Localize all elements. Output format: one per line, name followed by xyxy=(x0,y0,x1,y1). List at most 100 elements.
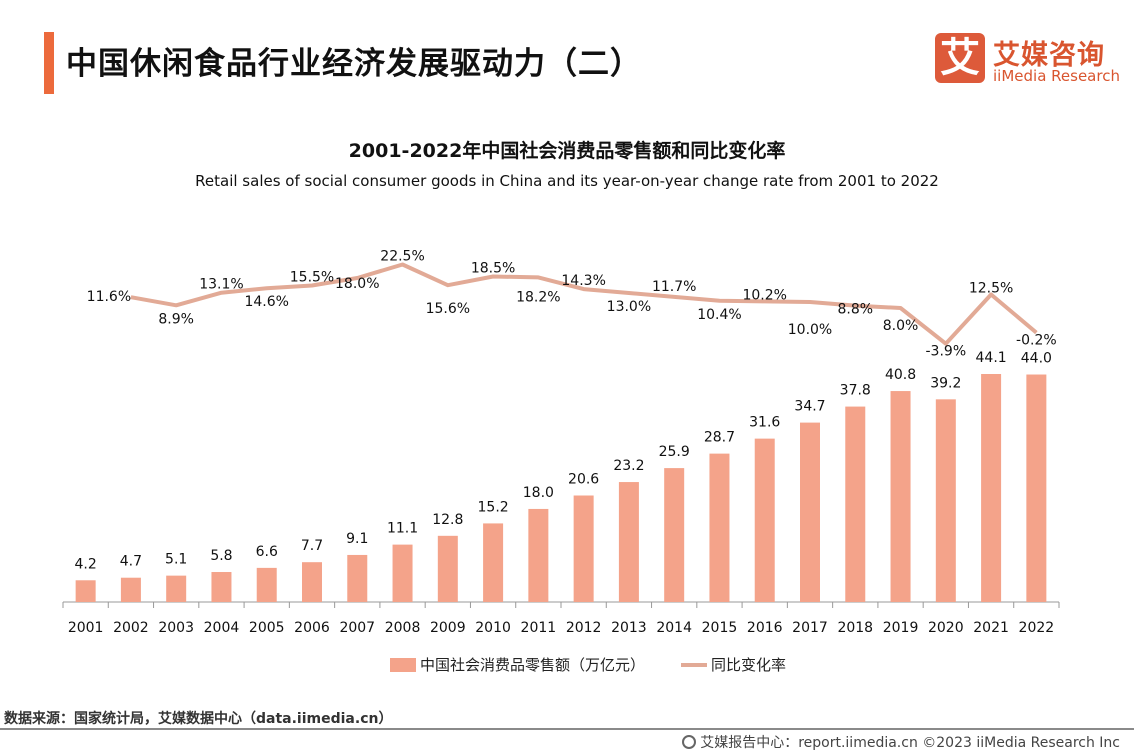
bar-2011 xyxy=(528,508,549,602)
x-tick-label: 2003 xyxy=(158,620,194,636)
yoy-value-label: 12.5% xyxy=(969,281,1013,297)
bar-value-label: 5.1 xyxy=(165,552,187,568)
bar-value-label: 4.2 xyxy=(75,556,97,572)
x-tick-label: 2013 xyxy=(611,620,647,636)
x-tick-label: 2008 xyxy=(385,620,421,636)
title-accent-bar xyxy=(44,32,54,94)
bar-value-label: 12.8 xyxy=(432,512,463,528)
x-tick-label: 2020 xyxy=(928,620,964,636)
bar-value-label: 40.8 xyxy=(885,367,916,383)
x-tick-label: 2002 xyxy=(113,620,149,636)
bar-2001 xyxy=(75,580,96,602)
yoy-value-label: 14.3% xyxy=(561,273,605,289)
bar-2016 xyxy=(754,438,775,602)
logo-mark-icon: 艾 xyxy=(935,33,985,83)
x-tick-label: 2021 xyxy=(973,620,1009,636)
bar-2007 xyxy=(347,554,368,602)
bar-2010 xyxy=(483,523,504,602)
bar-2018 xyxy=(845,406,866,602)
yoy-value-label: 18.5% xyxy=(471,261,515,277)
x-tick-label: 2012 xyxy=(566,620,602,636)
bar-2017 xyxy=(800,422,820,602)
yoy-value-label: 11.7% xyxy=(652,279,696,295)
legend-bar-swatch xyxy=(390,657,416,672)
bar-2013 xyxy=(618,482,639,602)
x-tick-label: 2018 xyxy=(837,620,873,636)
logo-cn-text: 艾媒咨询 xyxy=(993,40,1105,71)
x-tick-label: 2016 xyxy=(747,620,783,636)
x-tick-label: 2014 xyxy=(656,620,692,636)
bar-2002 xyxy=(120,577,141,602)
x-tick-label: 2011 xyxy=(521,620,557,636)
yoy-value-label: -3.9% xyxy=(926,344,967,360)
yoy-value-label: 10.0% xyxy=(788,322,832,338)
bar-2003 xyxy=(166,575,187,602)
globe-icon xyxy=(682,735,697,749)
x-tick-label: 2005 xyxy=(249,620,285,636)
bar-2009 xyxy=(437,535,458,602)
legend-line-swatch xyxy=(681,662,708,667)
x-tick-label: 2019 xyxy=(883,620,919,636)
chart-title: 2001-2022年中国社会消费品零售额和同比变化率 xyxy=(348,140,786,162)
yoy-value-label: -0.2% xyxy=(1016,333,1057,349)
x-tick-label: 2007 xyxy=(339,620,375,636)
chart-subtitle: Retail sales of social consumer goods in… xyxy=(195,172,939,190)
bar-value-label: 23.2 xyxy=(613,458,644,474)
x-tick-label: 2017 xyxy=(792,620,828,636)
yoy-line xyxy=(130,262,1038,346)
bar-value-label: 4.7 xyxy=(120,554,142,570)
bar-2020 xyxy=(935,399,956,602)
legend-bar-label: 中国社会消费品零售额（万亿元） xyxy=(420,656,646,674)
yoy-value-label: 13.1% xyxy=(199,277,243,293)
brand-logo: 艾 艾媒咨询 iiMedia Research xyxy=(935,33,1120,87)
yoy-value-label: 8.9% xyxy=(158,311,194,327)
bar-value-label: 20.6 xyxy=(568,471,599,487)
x-tick-label: 2001 xyxy=(68,620,104,636)
yoy-value-label: 13.0% xyxy=(607,299,651,315)
yoy-value-label: 22.5% xyxy=(380,249,424,265)
legend-line-label: 同比变化率 xyxy=(711,656,787,674)
bar-value-label: 18.0 xyxy=(523,485,554,501)
bar-value-label: 6.6 xyxy=(256,544,278,560)
yoy-value-label: 10.2% xyxy=(742,287,786,303)
x-tick-label: 2015 xyxy=(702,620,738,636)
chart-legend: 中国社会消费品零售额（万亿元） 同比变化率 xyxy=(390,654,786,675)
yoy-value-label: 15.6% xyxy=(426,301,470,317)
yoy-value-label: 15.5% xyxy=(290,270,334,286)
bar-value-label: 15.2 xyxy=(478,499,509,515)
x-tick-label: 2004 xyxy=(204,620,240,636)
bar-value-label: 25.9 xyxy=(659,444,690,460)
x-tick-label: 2006 xyxy=(294,620,330,636)
logo-en-text: iiMedia Research xyxy=(993,67,1120,85)
bar-value-label: 44.1 xyxy=(976,350,1007,366)
bar-2019 xyxy=(890,391,911,602)
bar-value-label: 7.7 xyxy=(301,538,323,554)
footer: 艾媒报告中心：report.iimedia.cn ©2023 iiMedia R… xyxy=(682,732,1120,752)
bar-2014 xyxy=(664,468,685,602)
bar-value-label: 11.1 xyxy=(387,521,418,537)
bar-2004 xyxy=(211,572,232,602)
bar-2012 xyxy=(573,495,594,602)
x-tick-label: 2009 xyxy=(430,620,466,636)
bar-2008 xyxy=(392,544,413,602)
bar-value-label: 34.7 xyxy=(794,399,825,415)
bar-2021 xyxy=(981,374,1002,602)
yoy-value-label: 11.6% xyxy=(87,289,131,305)
yoy-value-label: 8.8% xyxy=(837,302,873,318)
bar-value-label: 37.8 xyxy=(840,383,871,399)
bar-2005 xyxy=(256,567,277,602)
bar-2015 xyxy=(709,453,730,602)
bar-value-label: 5.8 xyxy=(210,548,232,564)
x-tick-label: 2022 xyxy=(1019,620,1055,636)
bar-value-label: 39.2 xyxy=(930,375,961,391)
bar-value-label: 31.6 xyxy=(749,415,780,431)
yoy-value-label: 18.0% xyxy=(335,276,379,292)
bar-2006 xyxy=(302,562,322,602)
bar-value-label: 44.0 xyxy=(1021,351,1052,367)
x-tick-label: 2010 xyxy=(475,620,511,636)
bar-value-label: 9.1 xyxy=(346,531,368,547)
yoy-value-label: 18.2% xyxy=(516,289,560,305)
yoy-value-label: 8.0% xyxy=(883,318,919,334)
page-title: 中国休闲食品行业经济发展驱动力（二） xyxy=(66,46,642,82)
